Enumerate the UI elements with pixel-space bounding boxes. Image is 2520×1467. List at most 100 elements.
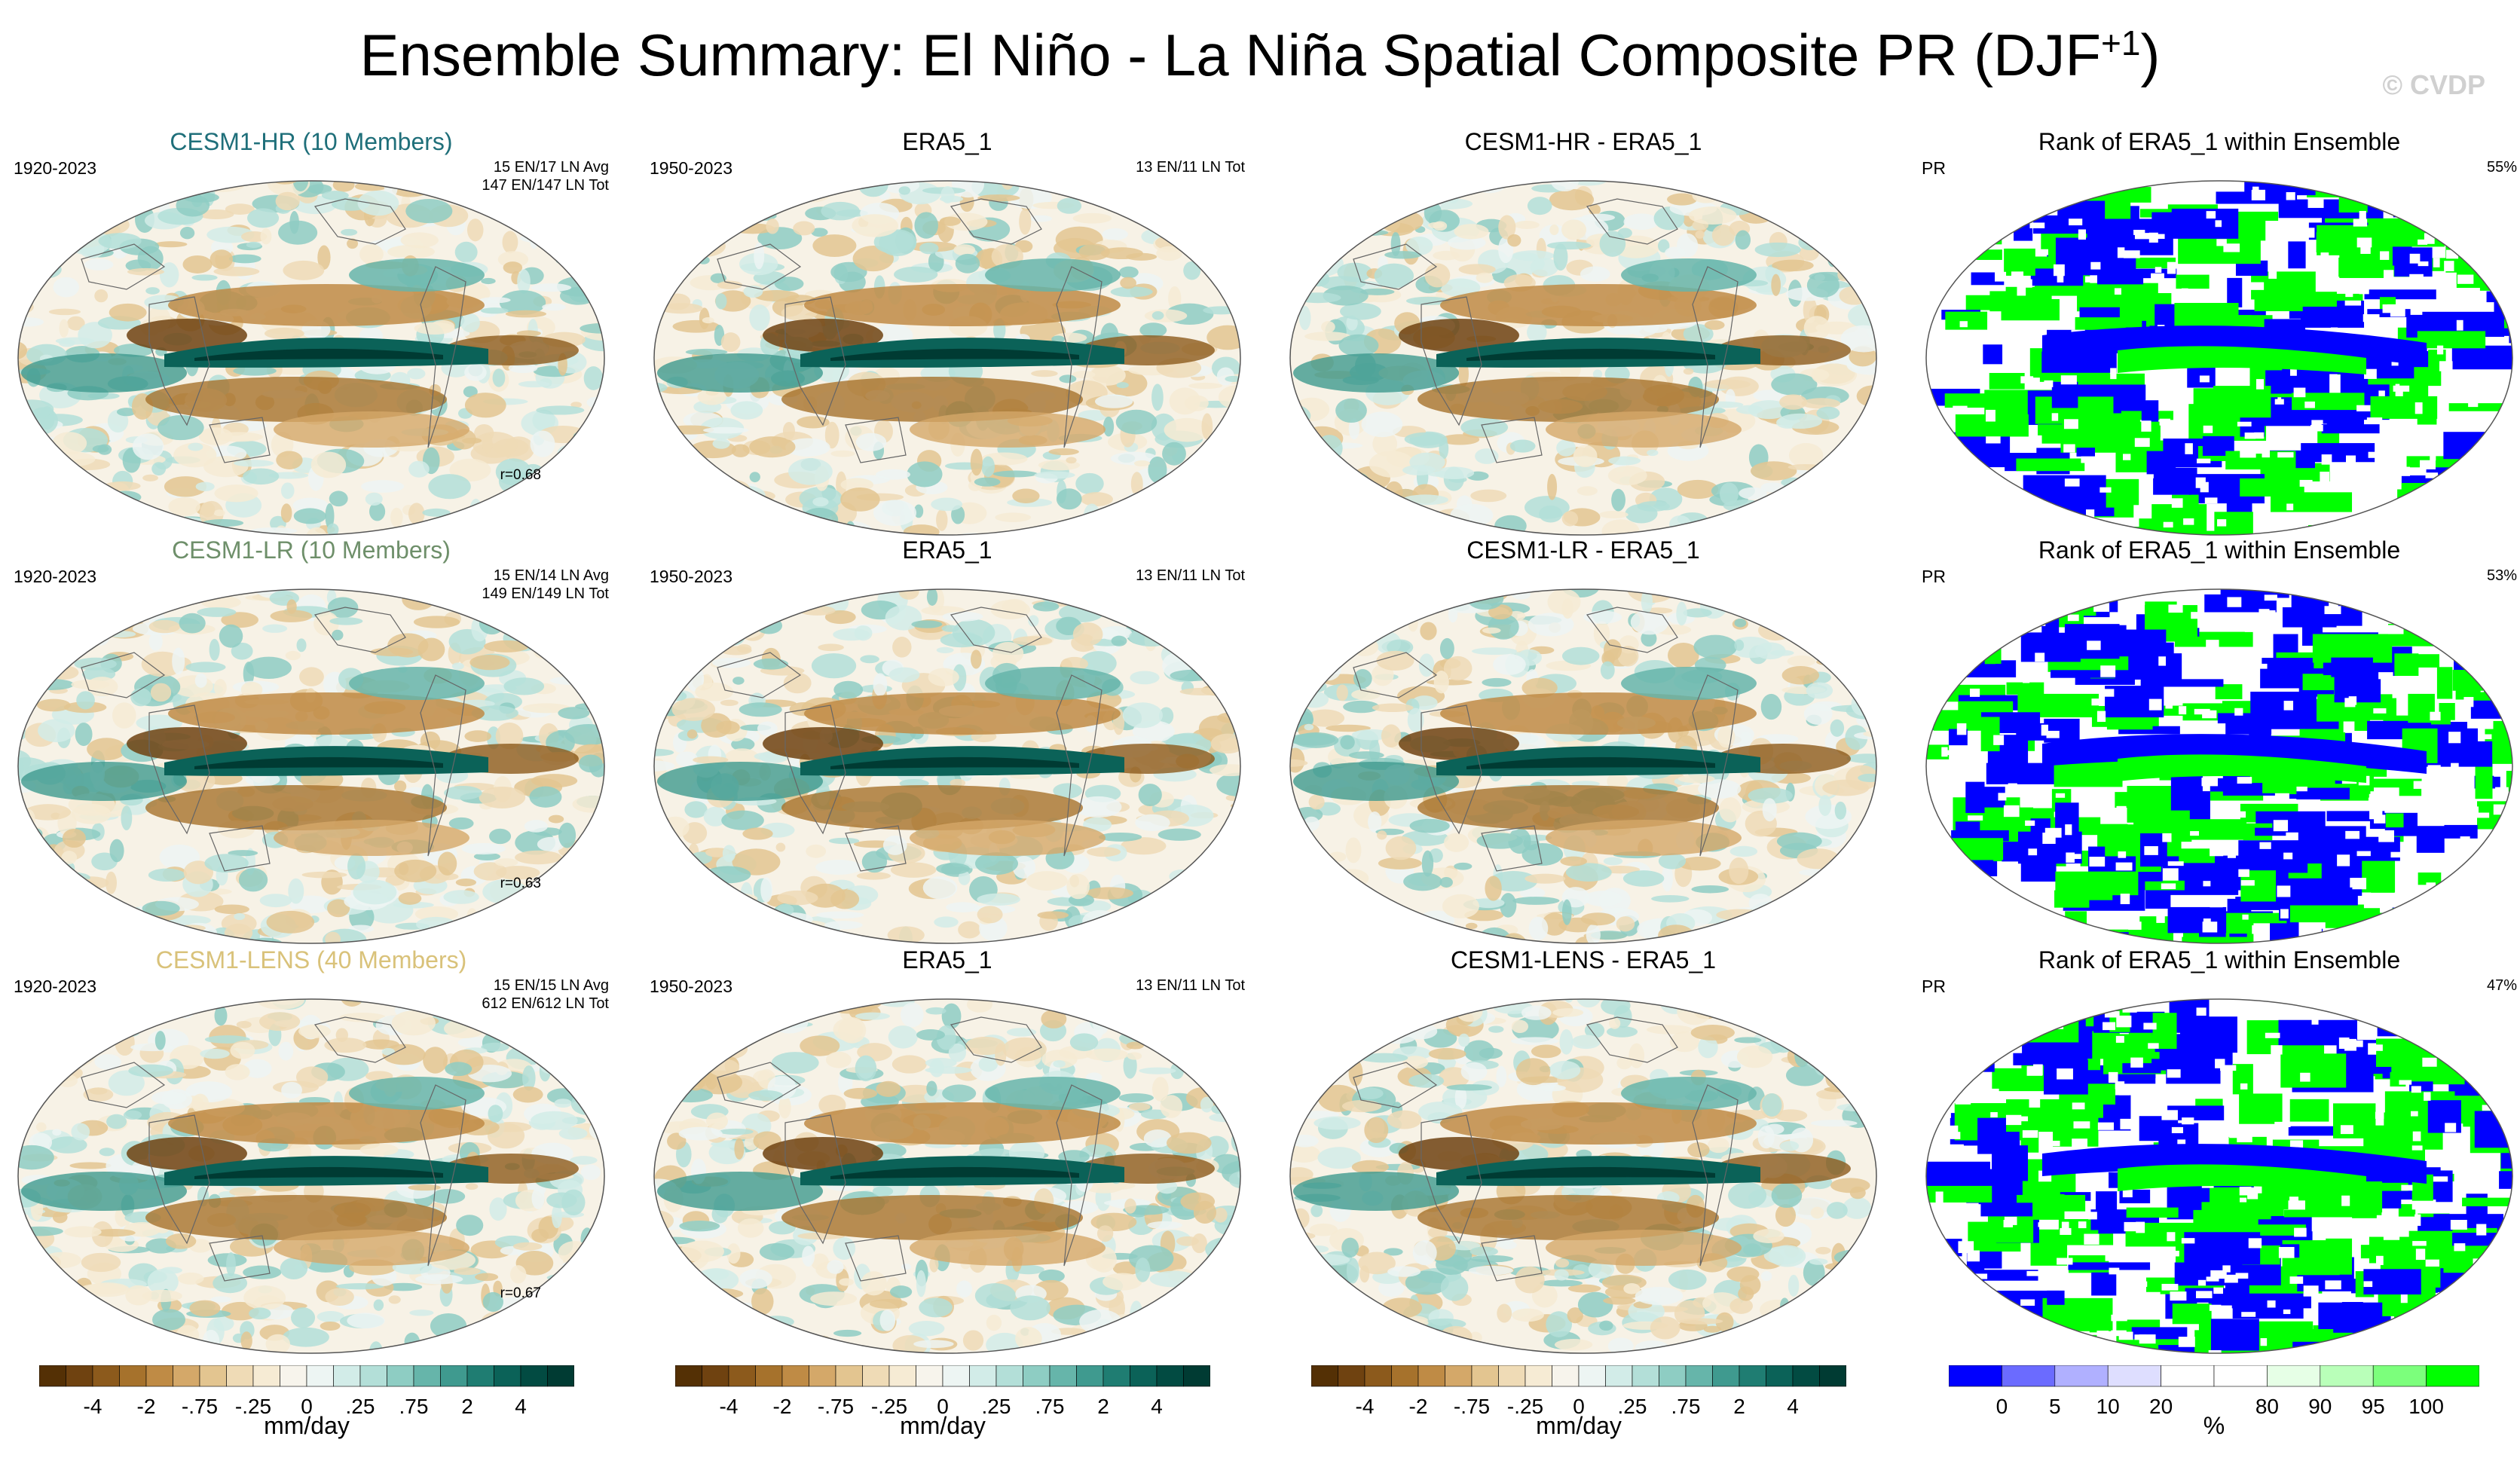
model-panel-title: CESM1-LENS (40 Members): [155, 946, 467, 973]
panel-obs-row3: ERA5_1 1950-2023 13 EN/11 LN Tot: [650, 946, 1245, 1354]
pr-colorbar-diff: -4 -2 -.75 -.25 0 .25 .75 2 4 mm/day: [1310, 1365, 1847, 1439]
colorbar-swatch: [2107, 1365, 2161, 1387]
colorbar-swatch: [1364, 1365, 1392, 1387]
colorbar-swatch: [995, 1365, 1023, 1387]
colorbar-swatch: [755, 1365, 783, 1387]
title-close: ): [2140, 22, 2161, 88]
precip-map: [17, 180, 605, 536]
colorbar-tick-label: -4: [1355, 1395, 1375, 1418]
rank-panel-title: Rank of ERA5_1 within Ensemble: [2038, 536, 2401, 564]
colorbar-swatch: [1183, 1365, 1211, 1387]
colorbar-tick-label: -4: [83, 1395, 102, 1418]
colorbar-swatch: [38, 1365, 66, 1387]
colorbar-swatch: [466, 1365, 494, 1387]
colorbar-swatch: [2161, 1365, 2215, 1387]
colorbar-labels: -4 -2 -.75 -.25 0 .25 .75 2 4: [39, 1392, 574, 1418]
rank-percent-label: 55%: [2486, 159, 2517, 176]
model-panel-title: CESM1-LR (10 Members): [172, 536, 451, 564]
colorbar-swatch: [520, 1365, 548, 1387]
colorbar-unit: mm/day: [1536, 1412, 1622, 1439]
colorbar-swatch: [333, 1365, 361, 1387]
colorbar-swatch: [92, 1365, 120, 1387]
colorbar-swatch: [1578, 1365, 1606, 1387]
colorbar-swatch: [942, 1365, 970, 1387]
colorbar-swatch: [835, 1365, 863, 1387]
period-label: 1920-2023: [14, 976, 96, 996]
obs-panel-title: ERA5_1: [902, 536, 992, 564]
colorbar-labels: -4 -2 -.75 -.25 0 .25 .75 2 4: [675, 1392, 1210, 1418]
colorbar-swatches: [674, 1365, 1211, 1387]
period-label: 1920-2023: [14, 158, 96, 178]
colorbar-swatch: [413, 1365, 441, 1387]
colorbar-tick-label: 0: [1573, 1395, 1585, 1418]
diff-panel-title: CESM1-LR - ERA5_1: [1466, 536, 1700, 564]
colorbar-swatch: [173, 1365, 200, 1387]
rank-map: [1925, 998, 2513, 1354]
colorbar-tick-label: 0: [301, 1395, 313, 1418]
colorbar-swatch: [252, 1365, 280, 1387]
colorbar-tick-label: -4: [719, 1395, 739, 1418]
title-superscript: +1: [2101, 23, 2141, 63]
colorbar-swatch: [1130, 1365, 1158, 1387]
panel-model-row1: CESM1-HR (10 Members) 1920-2023 15 EN/17 L…: [14, 128, 609, 536]
colorbar-tick-label: -2: [772, 1395, 792, 1418]
colorbar-swatch: [916, 1365, 943, 1387]
colorbar-swatch: [1766, 1365, 1794, 1387]
colorbar-tick-label: 0: [937, 1395, 949, 1418]
period-label: 1920-2023: [14, 567, 96, 586]
colorbar-swatch: [306, 1365, 334, 1387]
colorbar-swatch: [1739, 1365, 1766, 1387]
event-count-label: 15 EN/17 LN Avg 147 EN/147 LN Tot: [482, 158, 609, 194]
precip-map: [17, 998, 605, 1354]
event-count-total: 149 EN/149 LN Tot: [482, 585, 609, 602]
event-count-avg: 15 EN/14 LN Avg: [493, 567, 609, 584]
diff-panel-title: CESM1-LENS - ERA5_1: [1450, 946, 1717, 973]
precip-map: [1289, 180, 1877, 536]
colorbar-swatch: [1471, 1365, 1499, 1387]
colorbar-unit: mm/day: [264, 1412, 350, 1439]
colorbar-swatch: [547, 1365, 575, 1387]
colorbar-swatch: [359, 1365, 387, 1387]
colorbar-labels: -4 -2 -.75 -.25 0 .25 .75 2 4: [1311, 1392, 1846, 1418]
colorbar-swatch: [2320, 1365, 2374, 1387]
colorbar-swatch: [862, 1365, 890, 1387]
colorbar-tick-label: 4: [1151, 1395, 1163, 1418]
event-count-total: 612 EN/612 LN Tot: [482, 995, 609, 1012]
panel-diff-row1: CESM1-HR - ERA5_1: [1286, 128, 1881, 536]
colorbar-swatch: [2372, 1365, 2427, 1387]
colorbar-swatch: [1310, 1365, 1338, 1387]
event-count-label: 15 EN/15 LN Avg 612 EN/612 LN Tot: [482, 976, 609, 1013]
colorbar-tick-label: 20: [2149, 1395, 2173, 1418]
colorbar-swatch: [1819, 1365, 1847, 1387]
colorbar-tick-label: 2: [1097, 1395, 1109, 1418]
colorbar-swatch: [781, 1365, 809, 1387]
colorbar-tick-label: 5: [2049, 1395, 2061, 1418]
panel-model-row2: CESM1-LR (10 Members) 1920-2023 15 EN/14 L…: [14, 536, 609, 944]
colorbar-swatch: [1948, 1365, 2002, 1387]
colorbar-swatch: [702, 1365, 729, 1387]
colorbar-tick-label: 10: [2096, 1395, 2120, 1418]
colorbar-tick-label: .75: [399, 1395, 429, 1418]
colorbar-swatch: [1445, 1365, 1473, 1387]
rank-percent-label: 53%: [2486, 567, 2517, 584]
colorbar-tick-label: 95: [2361, 1395, 2385, 1418]
panel-rank-row1: Rank of ERA5_1 within Ensemble PR 55%: [1922, 128, 2517, 536]
panel-obs-row1: ERA5_1 1950-2023 13 EN/11 LN Tot: [650, 128, 1245, 536]
colorbar-swatches: [1948, 1365, 2480, 1387]
precip-map: [1289, 998, 1877, 1354]
event-count-label: 13 EN/11 LN Tot: [1136, 977, 1245, 994]
colorbar-tick-label: .25: [345, 1395, 375, 1418]
period-label: 1950-2023: [650, 158, 732, 178]
pr-colorbar-model: -4 -2 -.75 -.25 0 .25 .75 2 4 mm/day: [38, 1365, 575, 1439]
colorbar-swatches: [1310, 1365, 1847, 1387]
variable-label: PR: [1922, 567, 1946, 586]
colorbar-tick-label: .25: [981, 1395, 1011, 1418]
colorbar-swatch: [674, 1365, 702, 1387]
colorbar-tick-label: -2: [1408, 1395, 1428, 1418]
colorbar-swatch: [1102, 1365, 1130, 1387]
title-text: Ensemble Summary: El Niño - La Niña Spat…: [359, 22, 2102, 88]
diff-panel-title: CESM1-HR - ERA5_1: [1464, 128, 1702, 155]
colorbar-swatch: [1418, 1365, 1445, 1387]
colorbar-swatch: [1792, 1365, 1820, 1387]
colorbar-tick-label: 100: [2408, 1395, 2444, 1418]
